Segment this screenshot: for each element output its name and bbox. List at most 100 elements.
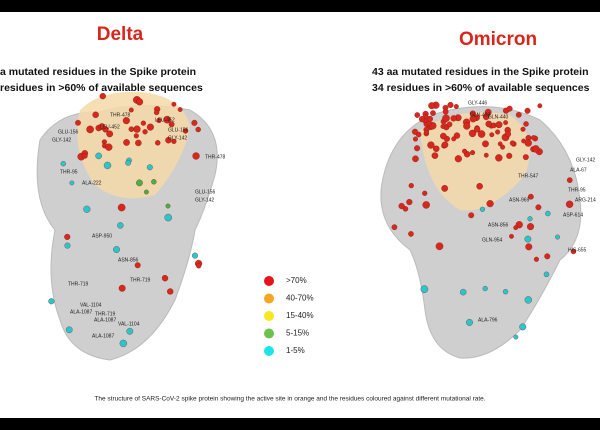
residue-sphere	[537, 103, 543, 109]
panel-title: Omicron	[459, 29, 537, 50]
residue-sphere	[106, 130, 114, 138]
residue-sphere	[468, 212, 475, 219]
residue-sphere	[427, 141, 435, 149]
residue-sphere	[99, 92, 106, 100]
residue-label: GLY-142	[168, 135, 187, 141]
residue-sphere	[177, 107, 183, 112]
residue-sphere	[196, 263, 202, 269]
residue-sphere	[520, 126, 526, 132]
residue-sphere	[462, 148, 468, 154]
residue-label: GLY-142	[195, 197, 214, 203]
residue-sphere	[64, 242, 71, 249]
residue-sphere	[65, 326, 73, 334]
residue-sphere	[122, 117, 130, 125]
residue-sphere	[451, 136, 457, 142]
residue-sphere	[463, 122, 471, 130]
residue-sphere	[524, 235, 532, 243]
residue-sphere	[192, 152, 200, 160]
residue-sphere	[566, 177, 573, 183]
residue-label: GLY-142	[576, 157, 595, 163]
legend-label: 15-40%	[286, 311, 314, 320]
residue-sphere	[489, 132, 495, 138]
residue-sphere	[433, 145, 440, 152]
residue-sphere	[525, 243, 533, 251]
residue-label: ARG-214	[575, 197, 596, 203]
residue-sphere	[133, 125, 141, 133]
bottom-bar	[0, 418, 600, 430]
residue-sphere	[483, 152, 489, 158]
residue-sphere	[459, 288, 467, 296]
residue-sphere	[430, 110, 436, 116]
residue-sphere	[555, 234, 560, 240]
residue-sphere	[528, 193, 534, 200]
top-bar	[0, 0, 600, 12]
residue-sphere	[171, 101, 177, 107]
residue-sphere	[509, 233, 514, 239]
residue-sphere	[163, 115, 171, 124]
residue-sphere	[495, 121, 503, 129]
residue-label: ASN-969	[509, 197, 530, 203]
residue-sphere	[447, 101, 454, 109]
residue-sphere	[424, 129, 429, 135]
residue-sphere	[92, 111, 99, 119]
residue-sphere	[103, 161, 112, 170]
residue-sphere	[105, 143, 113, 151]
residue-label: ASN-856	[488, 222, 509, 228]
residue-sphere	[153, 109, 160, 116]
residue-sphere	[167, 288, 174, 295]
residue-sphere	[408, 231, 414, 237]
residue-label: THR-719	[68, 281, 89, 287]
residue-sphere	[533, 256, 539, 262]
residue-sphere	[477, 130, 486, 138]
residue-sphere	[402, 206, 409, 212]
residue-label: ALA-67	[570, 167, 587, 173]
residue-sphere	[428, 102, 436, 110]
residue-sphere	[168, 121, 175, 128]
residue-label: THR-547	[518, 173, 539, 179]
residue-sphere	[440, 132, 447, 140]
residue-sphere	[420, 285, 429, 293]
residue-sphere	[125, 159, 132, 166]
residue-sphere	[435, 242, 444, 251]
residue-sphere	[408, 183, 414, 189]
residue-sphere	[531, 135, 537, 141]
residue-sphere	[450, 115, 457, 122]
legend-swatch	[264, 276, 274, 286]
residue-label: GLN-493	[470, 112, 491, 118]
residue-sphere	[506, 152, 513, 159]
residue-label: ASP-950	[92, 233, 112, 239]
residue-label: LEU-452	[155, 117, 175, 123]
residue-sphere	[422, 190, 428, 196]
residue-sphere	[509, 140, 516, 146]
panel-subtitle: a mutated residues in the Spike protein	[0, 66, 196, 78]
residue-sphere	[522, 154, 529, 161]
panel-subtitle: residues in >60% of available sequences	[0, 82, 203, 94]
residue-sphere	[446, 121, 453, 128]
residue-sphere	[82, 153, 88, 159]
legend-label: 1-5%	[286, 346, 305, 355]
residue-sphere	[426, 115, 433, 123]
residue-label: GLN-440	[488, 114, 509, 120]
residue-sphere	[497, 141, 503, 147]
residue-label: GLU-156	[58, 129, 79, 135]
residue-sphere	[519, 323, 527, 331]
residue-sphere	[524, 296, 532, 304]
residue-sphere	[442, 114, 450, 122]
residue-label: THR-95	[568, 187, 586, 193]
residue-sphere	[414, 145, 421, 152]
residue-sphere	[95, 152, 102, 160]
residue-sphere	[524, 107, 531, 114]
residue-sphere	[161, 275, 169, 282]
residue-sphere	[75, 119, 81, 126]
residue-sphere	[513, 334, 519, 340]
residue-label: ASN-856	[118, 257, 139, 263]
residue-label: GLN-954	[482, 237, 503, 243]
residue-sphere	[60, 161, 66, 167]
residue-label: LEU-452	[100, 124, 120, 130]
residue-sphere	[521, 138, 526, 144]
residue-sphere	[543, 271, 550, 278]
residue-sphere	[482, 140, 489, 148]
residue-sphere	[468, 129, 477, 138]
residue-sphere	[535, 204, 542, 211]
